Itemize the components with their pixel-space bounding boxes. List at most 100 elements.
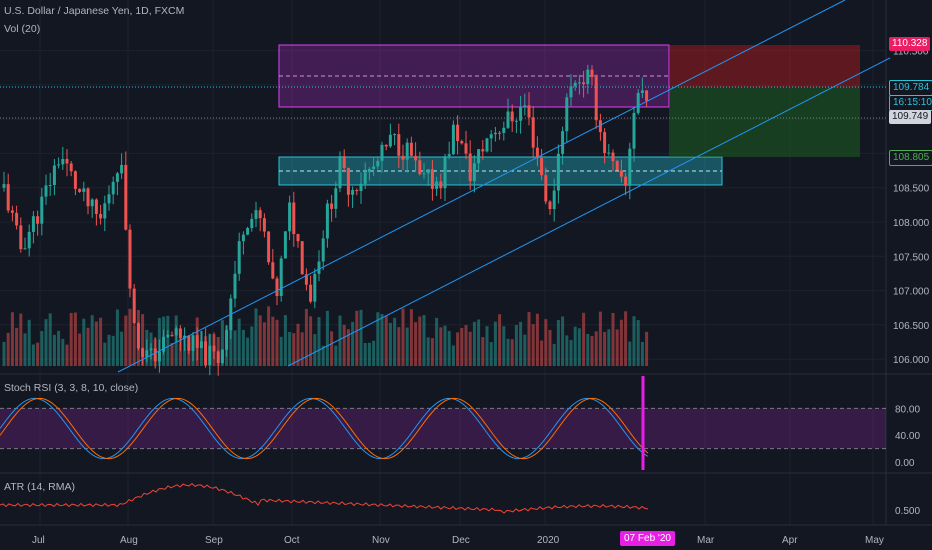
candle <box>485 138 489 152</box>
candle <box>44 185 48 197</box>
stop-level-tag: 108.805 <box>889 150 932 166</box>
last-price-tag: 109.784 <box>889 80 932 96</box>
volume-bar <box>220 320 224 366</box>
candle <box>78 188 82 192</box>
candle <box>279 258 283 297</box>
candle <box>111 181 115 195</box>
symbol-title: U.S. Dollar / Japanese Yen, 1D, FXCM <box>4 5 185 17</box>
candle <box>577 82 581 84</box>
time-tick-label: Dec <box>452 535 470 546</box>
volume-bar <box>40 331 44 366</box>
volume-bar <box>321 345 325 366</box>
volume-bar <box>561 316 565 366</box>
candle <box>309 284 313 302</box>
volume-bar <box>552 343 556 366</box>
volume-bar <box>624 311 628 366</box>
candle <box>262 218 266 232</box>
candle <box>48 185 52 187</box>
candle <box>6 184 10 211</box>
volume-bar <box>317 317 321 366</box>
candle <box>86 188 90 207</box>
volume-bar <box>422 315 426 366</box>
volume-bar <box>439 327 443 366</box>
candle <box>393 134 397 136</box>
candle <box>367 168 371 173</box>
volume-bar <box>645 331 649 366</box>
volume-bar <box>250 326 254 366</box>
volume-bar <box>199 330 203 366</box>
volume-bar <box>540 340 544 366</box>
volume-bar <box>178 338 182 366</box>
volume-bar <box>254 308 258 366</box>
candle <box>519 107 523 121</box>
candle <box>73 171 77 189</box>
candle <box>426 169 430 174</box>
candle <box>120 164 124 174</box>
candle <box>27 231 31 249</box>
candle <box>506 111 510 128</box>
volume-bar <box>99 317 103 366</box>
volume-bar <box>544 319 548 366</box>
candle <box>82 188 86 192</box>
candle <box>346 167 350 195</box>
volume-bar <box>447 331 451 366</box>
candle <box>624 176 628 186</box>
atr-tick-label: 0.500 <box>895 506 920 517</box>
candle <box>372 166 376 169</box>
stoch-tick-label: 40.00 <box>895 431 920 442</box>
volume-bar <box>519 321 523 366</box>
price-tick-label: 108.000 <box>893 218 930 229</box>
candle <box>435 181 439 189</box>
volume-bar <box>233 330 237 366</box>
candle <box>115 173 119 182</box>
volume-bar <box>363 342 367 366</box>
time-tick-label: 2020 <box>537 535 560 546</box>
candle <box>628 148 632 186</box>
volume-bar <box>292 333 296 366</box>
candle <box>615 161 619 171</box>
candle <box>334 188 338 209</box>
volume-bar <box>162 316 166 366</box>
candle <box>2 184 6 188</box>
volume-bar <box>569 340 573 366</box>
volume-bar <box>607 329 611 366</box>
volume-bar <box>502 326 506 366</box>
volume-bar <box>451 345 455 366</box>
time-tick-label: Nov <box>372 535 390 546</box>
volume-bar <box>489 342 493 366</box>
candle <box>292 202 296 235</box>
candle <box>128 229 132 289</box>
candle <box>355 190 359 192</box>
candle <box>569 86 573 98</box>
time-tick-label: May <box>865 535 884 546</box>
volume-bar <box>23 333 27 366</box>
volume-bar <box>229 317 233 366</box>
volume-bar <box>485 326 489 366</box>
volume-bar <box>380 313 384 366</box>
candle <box>468 153 472 182</box>
volume-bar <box>241 329 245 366</box>
candle <box>271 262 275 279</box>
volume-bar <box>514 325 518 366</box>
volume-label: Vol (20) <box>4 23 41 35</box>
candle <box>540 158 544 176</box>
volume-bar <box>367 342 371 366</box>
candle <box>10 210 14 213</box>
volume-bar <box>435 317 439 366</box>
trendline-lower <box>287 57 891 367</box>
price-tick-label: 106.000 <box>893 355 930 366</box>
volume-bar <box>590 336 594 366</box>
candle <box>464 143 468 154</box>
candle <box>107 194 111 204</box>
candle <box>325 203 329 239</box>
volume-bar <box>464 325 468 366</box>
prev-close-tag: 109.749 <box>889 110 932 124</box>
volume-bar <box>556 319 560 366</box>
candle <box>640 90 644 93</box>
candle <box>565 97 569 132</box>
candle <box>535 147 539 159</box>
volume-bar <box>36 342 40 366</box>
candle <box>594 77 598 121</box>
candle <box>472 163 476 182</box>
